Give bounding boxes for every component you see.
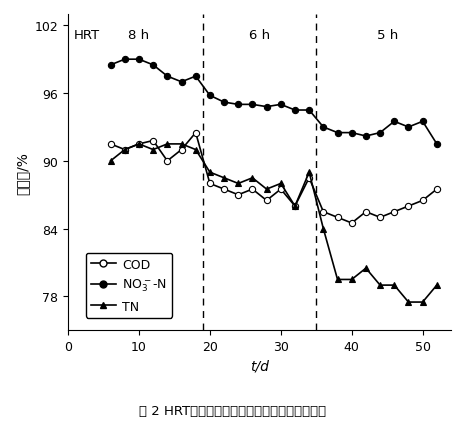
TN <box>221 176 227 181</box>
COD <box>363 210 369 215</box>
COD <box>321 210 326 215</box>
TN <box>136 142 142 147</box>
NO$_3^-$-N <box>405 125 411 130</box>
Line: NO$_3^-$-N: NO$_3^-$-N <box>108 57 440 148</box>
COD <box>207 181 212 187</box>
NO$_3^-$-N <box>391 119 397 124</box>
COD <box>221 187 227 192</box>
COD <box>377 215 383 220</box>
NO$_3^-$-N <box>164 75 170 80</box>
COD <box>108 142 113 147</box>
NO$_3^-$-N <box>264 105 269 110</box>
Line: TN: TN <box>107 141 440 306</box>
Line: COD: COD <box>108 130 440 227</box>
TN <box>164 142 170 147</box>
TN <box>108 159 113 164</box>
COD <box>405 204 411 209</box>
COD <box>193 131 199 136</box>
TN <box>292 204 298 209</box>
COD <box>335 215 340 220</box>
NO$_3^-$-N <box>420 119 425 124</box>
NO$_3^-$-N <box>306 108 312 113</box>
NO$_3^-$-N <box>278 103 284 108</box>
NO$_3^-$-N <box>363 134 369 139</box>
COD <box>349 221 355 226</box>
COD <box>136 142 142 147</box>
X-axis label: t/d: t/d <box>250 359 269 373</box>
NO$_3^-$-N <box>321 125 326 130</box>
TN <box>377 283 383 288</box>
COD <box>306 176 312 181</box>
COD <box>278 187 284 192</box>
TN <box>391 283 397 288</box>
Text: 5 h: 5 h <box>377 29 398 41</box>
NO$_3^-$-N <box>178 80 184 85</box>
COD <box>264 199 269 204</box>
Text: HRT: HRT <box>74 29 100 41</box>
NO$_3^-$-N <box>207 94 212 99</box>
TN <box>250 176 255 181</box>
TN <box>178 142 184 147</box>
NO$_3^-$-N <box>122 58 128 63</box>
Text: 图 2 HRT对前置反硕化生物滤池处理效果的影响: 图 2 HRT对前置反硕化生物滤池处理效果的影响 <box>139 405 327 417</box>
COD <box>420 199 425 204</box>
Text: 8 h: 8 h <box>129 29 150 41</box>
TN <box>278 181 284 187</box>
TN <box>235 181 241 187</box>
NO$_3^-$-N <box>349 131 355 136</box>
COD <box>434 187 439 192</box>
NO$_3^-$-N <box>292 108 298 113</box>
COD <box>151 138 156 144</box>
NO$_3^-$-N <box>136 58 142 63</box>
COD <box>391 210 397 215</box>
TN <box>405 300 411 305</box>
COD <box>235 193 241 198</box>
NO$_3^-$-N <box>335 131 340 136</box>
TN <box>363 266 369 271</box>
COD <box>250 187 255 192</box>
TN <box>321 227 326 232</box>
NO$_3^-$-N <box>108 63 113 68</box>
TN <box>193 148 199 153</box>
NO$_3^-$-N <box>151 63 156 68</box>
Y-axis label: 去除率/%: 去除率/% <box>15 151 29 194</box>
NO$_3^-$-N <box>250 103 255 108</box>
NO$_3^-$-N <box>377 131 383 136</box>
NO$_3^-$-N <box>221 100 227 105</box>
NO$_3^-$-N <box>434 142 439 147</box>
TN <box>264 187 269 192</box>
COD <box>122 148 128 153</box>
Legend: COD, NO$_3^-$-N, TN: COD, NO$_3^-$-N, TN <box>86 253 172 318</box>
COD <box>164 159 170 164</box>
TN <box>335 277 340 282</box>
TN <box>420 300 425 305</box>
TN <box>207 170 212 175</box>
Text: 6 h: 6 h <box>249 29 270 41</box>
TN <box>151 148 156 153</box>
TN <box>434 283 439 288</box>
COD <box>292 204 298 209</box>
NO$_3^-$-N <box>235 103 241 108</box>
NO$_3^-$-N <box>193 75 199 80</box>
TN <box>349 277 355 282</box>
TN <box>306 170 312 175</box>
COD <box>178 148 184 153</box>
TN <box>122 148 128 153</box>
